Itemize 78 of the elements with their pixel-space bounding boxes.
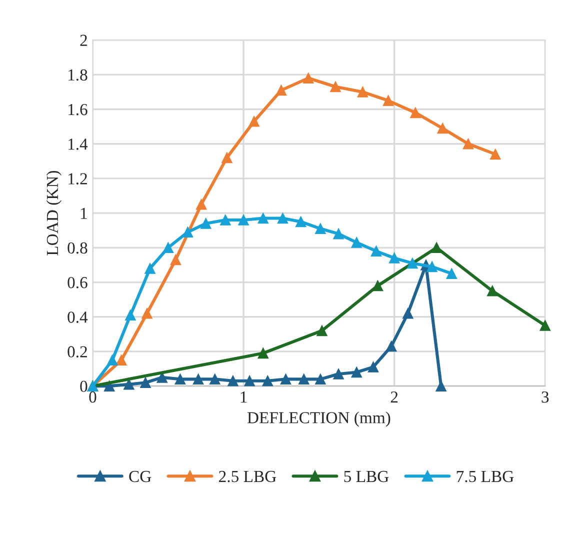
point [276,84,287,96]
x-tick-label: 2 [390,391,398,403]
point [540,320,551,331]
point [262,376,274,386]
point [258,212,269,224]
point [462,138,474,150]
y-tick-label: 1.2 [68,173,87,184]
point [446,268,458,280]
point [351,366,362,378]
legend-label: 5 LBG [344,470,389,482]
y-tick-label: 0.2 [68,346,87,358]
point [402,308,414,319]
y-tick-label: 1.4 [68,138,88,150]
point [437,122,448,134]
point [386,340,397,352]
point [280,374,292,385]
point [106,354,118,366]
legend-label: 7.5 LBG [456,470,514,482]
x-tick-label: 3 [542,391,549,403]
point [303,72,314,84]
point [426,261,438,272]
y-tick-label: 1.6 [68,104,88,116]
point [382,95,394,106]
point [162,242,174,254]
point [372,280,384,292]
point [170,254,182,266]
point [142,308,152,319]
y-axis-title: LOAD (KN) [46,170,62,256]
x-axis-title: DEFLECTION (mm) [247,412,390,427]
point [333,228,344,240]
point [388,252,400,264]
y-tick-label: 0 [80,380,88,392]
point [316,325,328,336]
point [210,374,220,385]
point [370,246,382,257]
y-tick-label: 2 [80,34,87,46]
point [315,374,326,385]
point [436,380,446,392]
point [298,374,310,385]
y-tick-label: 0.4 [68,312,88,323]
point [407,258,418,269]
point [486,286,498,296]
y-tick-label: 0.6 [68,276,88,288]
point [315,223,326,234]
point [182,226,194,238]
point [258,348,269,359]
point [357,86,368,98]
point [368,362,379,372]
point [330,81,341,92]
point [192,374,204,385]
point [116,354,127,366]
point [333,368,344,380]
point [174,374,186,385]
point [431,242,442,254]
point [140,377,151,388]
point [125,310,136,321]
y-tick-label: 0.8 [68,242,88,254]
y-tick-label: 1 [81,208,87,219]
legend-label: 2.5 LBG [219,470,276,482]
point [244,376,255,386]
point [351,237,362,248]
point [410,107,421,118]
point [248,116,260,127]
point [228,376,238,386]
x-tick-label: 0 [89,391,96,403]
point [220,214,231,226]
point [144,263,156,274]
point [124,378,134,390]
point [222,152,232,164]
point [238,214,249,226]
x-tick-label: 1 [240,392,247,403]
point [196,199,207,210]
point [295,216,306,228]
point [200,218,212,229]
legend-label: CG [129,470,152,482]
point [277,212,288,224]
y-tick-label: 1.8 [68,69,88,81]
point [490,148,501,160]
